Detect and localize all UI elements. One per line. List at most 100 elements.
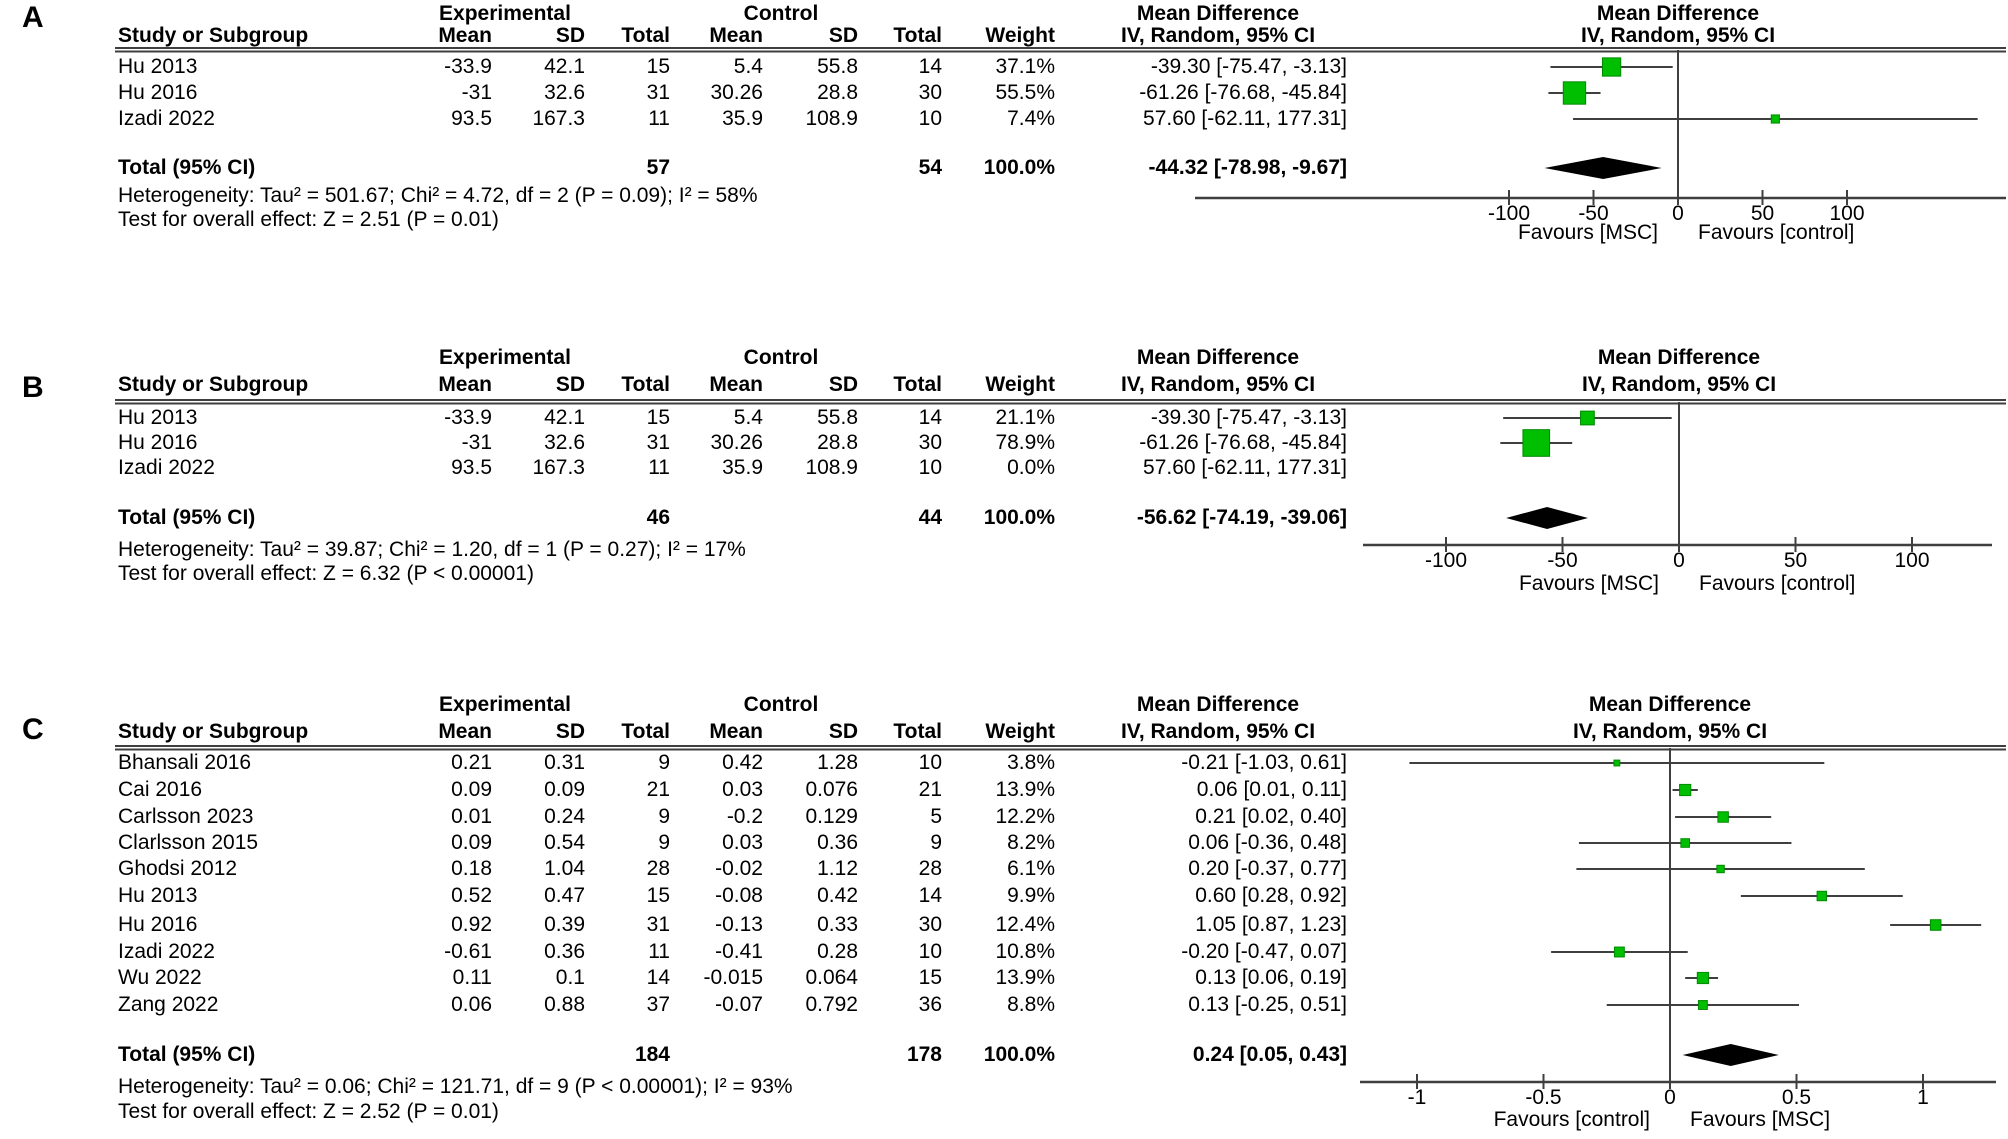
exp-total-value: 11 <box>648 456 670 479</box>
study-name: Ghodsi 2012 <box>118 857 238 880</box>
exp-total-header: Total <box>621 720 670 743</box>
ctrl-sd-value: 0.129 <box>805 805 858 828</box>
exp-total-value: 14 <box>646 966 670 989</box>
exp-total-value: 9 <box>658 751 670 774</box>
ctrl-total-value: 30 <box>918 81 942 104</box>
exp-sd-value: 0.09 <box>544 778 585 801</box>
weight-square <box>1613 946 1625 958</box>
weight-square <box>1770 114 1780 124</box>
control-group-header: Control <box>743 346 819 369</box>
exp-sd-header: SD <box>555 720 585 743</box>
total-weight: 100.0% <box>983 156 1055 179</box>
weight-value: 7.4% <box>1007 107 1055 130</box>
ctrl-total-value: 36 <box>918 993 942 1016</box>
ctrl-mean-value: -0.08 <box>715 884 763 907</box>
exp-mean-value: 0.11 <box>452 966 492 989</box>
ci-text: -61.26 [-76.68, -45.84] <box>1139 431 1347 454</box>
total-diamond <box>1544 157 1662 179</box>
axis-tick-label: -100 <box>1487 202 1531 225</box>
experimental-group-header: Experimental <box>439 2 571 25</box>
ctrl-sd-value: 0.28 <box>817 940 858 963</box>
total-row-label: Total (95% CI) <box>118 1043 256 1066</box>
axis-tick-label: 50 <box>1783 549 1808 572</box>
experimental-group-header: Experimental <box>439 693 571 716</box>
exp-sd-value: 0.88 <box>544 993 585 1016</box>
exp-total-value: 11 <box>648 107 670 130</box>
study-name: Izadi 2022 <box>118 107 215 130</box>
exp-total-value: 9 <box>658 805 670 828</box>
ctrl-total-value: 30 <box>918 913 942 936</box>
ctrl-total-value: 10 <box>918 940 942 963</box>
ctrl-sd-value: 55.8 <box>817 406 858 429</box>
axis-tick-label: -1 <box>1407 1086 1427 1109</box>
weight-square <box>1717 811 1729 823</box>
weight-header: Weight <box>985 373 1055 396</box>
method-header: IV, Random, 95% CI <box>1120 373 1316 396</box>
exp-sd-value: 0.31 <box>544 751 585 774</box>
exp-total-value: 15 <box>646 55 670 78</box>
total-row-label: Total (95% CI) <box>118 156 256 179</box>
exp-sd-value: 32.6 <box>544 431 585 454</box>
axis-tick-label: -100 <box>1424 549 1468 572</box>
axis-tick-label: -50 <box>1578 202 1609 225</box>
mean-difference-plot-header: Mean Difference <box>1596 2 1760 25</box>
ctrl-sd-value: 1.28 <box>817 751 858 774</box>
total-diamond <box>1506 507 1588 529</box>
ctrl-sd-value: 28.8 <box>817 431 858 454</box>
favours-right-label: Favours [control] <box>1699 572 1856 595</box>
ctrl-sd-value: 0.064 <box>805 966 858 989</box>
exp-total-header: Total <box>621 373 670 396</box>
ctrl-total-value: 9 <box>930 831 942 854</box>
weight-value: 37.1% <box>995 55 1055 78</box>
axis-tick-label: -0.5 <box>1525 1086 1562 1109</box>
exp-sd-value: 0.1 <box>555 966 585 989</box>
weight-value: 55.5% <box>995 81 1055 104</box>
weight-value: 78.9% <box>995 431 1055 454</box>
total-exp-n: 184 <box>634 1043 670 1066</box>
ci-text: 0.13 [0.06, 0.19] <box>1195 966 1347 989</box>
study-name: Hu 2013 <box>118 55 198 78</box>
weight-value: 8.8% <box>1007 993 1055 1016</box>
exp-mean-value: 0.52 <box>451 884 492 907</box>
ctrl-total-header: Total <box>893 373 942 396</box>
ctrl-sd-value: 108.9 <box>805 456 858 479</box>
method-header: IV, Random, 95% CI <box>1120 720 1316 743</box>
weight-square <box>1580 410 1595 426</box>
heterogeneity-text: Heterogeneity: Tau² = 501.67; Chi² = 4.7… <box>118 184 758 207</box>
favours-left-label: Favours [MSC] <box>1517 221 1658 244</box>
weight-square <box>1696 971 1709 985</box>
study-name: Bhansali 2016 <box>118 751 252 774</box>
ctrl-mean-value: 5.4 <box>733 55 763 78</box>
weight-value: 0.0% <box>1007 456 1055 479</box>
ctrl-total-value: 10 <box>918 107 942 130</box>
ctrl-total-value: 14 <box>918 55 942 78</box>
exp-sd-header: SD <box>555 24 585 47</box>
ctrl-mean-value: 0.03 <box>722 831 763 854</box>
ctrl-mean-value: -0.41 <box>715 940 763 963</box>
ci-text: 0.06 [0.01, 0.11] <box>1196 778 1347 801</box>
axis-tick-label: 100 <box>1829 202 1865 225</box>
exp-total-value: 31 <box>646 81 670 104</box>
study-name: Izadi 2022 <box>118 456 215 479</box>
total-exp-n: 57 <box>646 156 670 179</box>
study-name: Cai 2016 <box>118 778 203 801</box>
exp-total-value: 31 <box>646 431 670 454</box>
exp-mean-value: 93.5 <box>451 107 492 130</box>
weight-square <box>1613 759 1621 767</box>
weight-value: 10.8% <box>995 940 1055 963</box>
overall-effect-text: Test for overall effect: Z = 2.52 (P = 0… <box>118 1100 499 1123</box>
ctrl-mean-value: 30.26 <box>710 81 763 104</box>
exp-total-value: 15 <box>646 884 670 907</box>
ctrl-total-value: 14 <box>918 406 942 429</box>
ci-text: 0.21 [0.02, 0.40] <box>1195 805 1347 828</box>
ctrl-mean-header: Mean <box>709 24 763 47</box>
method-plot-header: IV, Random, 95% CI <box>1580 24 1776 47</box>
study-name: Hu 2013 <box>118 884 198 907</box>
ctrl-mean-value: 35.9 <box>722 456 763 479</box>
exp-mean-value: 0.09 <box>451 831 492 854</box>
panel-letter-C: C <box>22 713 44 746</box>
weight-square <box>1562 81 1587 105</box>
ctrl-total-value: 10 <box>918 751 942 774</box>
axis-tick-label: 0 <box>1673 549 1685 572</box>
